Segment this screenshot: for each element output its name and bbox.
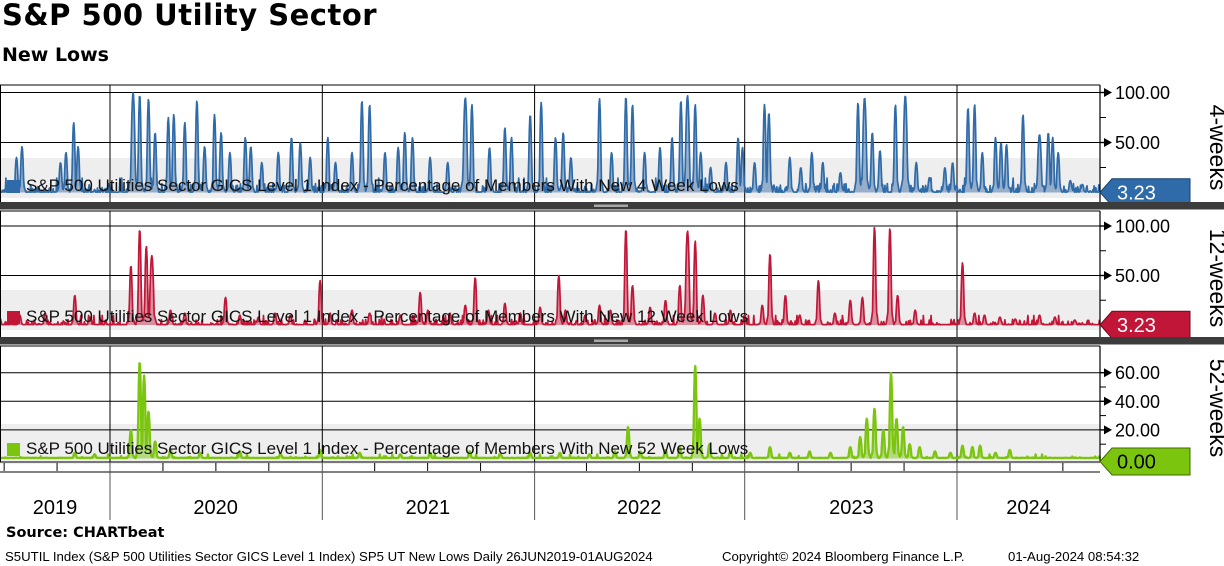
panel-side-label: 12-weeks xyxy=(1205,229,1224,327)
splitter-handle-icon[interactable] xyxy=(594,339,628,343)
panel-side-label: 4-weeks xyxy=(1205,105,1224,191)
page-title: S&P 500 Utility Sector xyxy=(2,0,378,32)
series-line xyxy=(0,226,1101,326)
splitter-handle-icon[interactable] xyxy=(594,204,628,208)
panel-4-weeks: 50.00 100.00 3.23 4-weeks xyxy=(0,83,1224,207)
legend-12-weeks: S&P 500 Utilities Sector GICS Level 1 In… xyxy=(7,307,748,327)
y-axis-label: 100.00 xyxy=(1115,83,1170,103)
panel-side-label: 52-weeks xyxy=(1205,359,1224,457)
series-line xyxy=(0,92,1101,194)
last-value-text: 3.23 xyxy=(1117,315,1156,337)
y-axis-label: 20.00 xyxy=(1115,420,1160,440)
axis-tick-arrow xyxy=(1104,138,1112,147)
panel-12-weeks: 50.00 100.00 3.23 12-weeks xyxy=(0,210,1224,339)
axis-tick-arrow xyxy=(1104,271,1112,280)
page-subtitle: New Lows xyxy=(2,44,109,66)
x-year-label: 2023 xyxy=(829,497,874,519)
legend-label-4w: S&P 500 Utilities Sector GICS Level 1 In… xyxy=(26,176,739,195)
axis-tick-arrow xyxy=(1104,221,1112,231)
y-axis-label: 50.00 xyxy=(1115,266,1160,286)
footer-copyright: Copyright© 2024 Bloomberg Finance L.P. xyxy=(722,549,965,564)
legend-4-weeks: S&P 500 Utilities Sector GICS Level 1 In… xyxy=(7,176,739,196)
x-year-label: 2024 xyxy=(1006,497,1051,519)
axis-tick-arrow xyxy=(1104,396,1112,406)
legend-marker-4w xyxy=(7,179,20,193)
footer-ticker-info: S5UTIL Index (S&P 500 Utilities Sector G… xyxy=(5,549,653,564)
legend-marker-52w xyxy=(7,442,20,456)
footer-timestamp: 01-Aug-2024 08:54:32 xyxy=(1008,549,1140,564)
last-value-tag xyxy=(1099,447,1191,476)
x-year-label: 2022 xyxy=(617,497,662,519)
x-year-label: 2020 xyxy=(193,497,238,519)
y-axis-label: 60.00 xyxy=(1115,363,1160,383)
x-year-label: 2021 xyxy=(406,497,451,519)
legend-label-52w: S&P 500 Utilities Sector GICS Level 1 In… xyxy=(26,439,749,458)
axis-tick-arrow xyxy=(1104,88,1112,97)
last-value-tag xyxy=(1099,310,1191,339)
axis-tick-arrow xyxy=(1104,425,1112,435)
x-year-label: 2019 xyxy=(33,497,78,519)
legend-marker-12w xyxy=(7,310,20,324)
y-axis-label: 50.00 xyxy=(1115,133,1160,153)
series-line xyxy=(0,362,1102,460)
last-value-text: 0.00 xyxy=(1117,452,1156,474)
axis-tick-arrow xyxy=(1104,368,1112,378)
panel-52-weeks: 20.00 40.00 60.00 0.00 52-weeks xyxy=(0,345,1224,476)
y-axis-label: 40.00 xyxy=(1115,392,1160,412)
legend-label-12w: S&P 500 Utilities Sector GICS Level 1 In… xyxy=(26,307,749,326)
source-label: Source: CHARTbeat xyxy=(6,525,165,541)
y-axis-label: 100.00 xyxy=(1115,216,1170,236)
legend-52-weeks: S&P 500 Utilities Sector GICS Level 1 In… xyxy=(7,439,748,459)
last-value-text: 3.23 xyxy=(1117,182,1156,204)
